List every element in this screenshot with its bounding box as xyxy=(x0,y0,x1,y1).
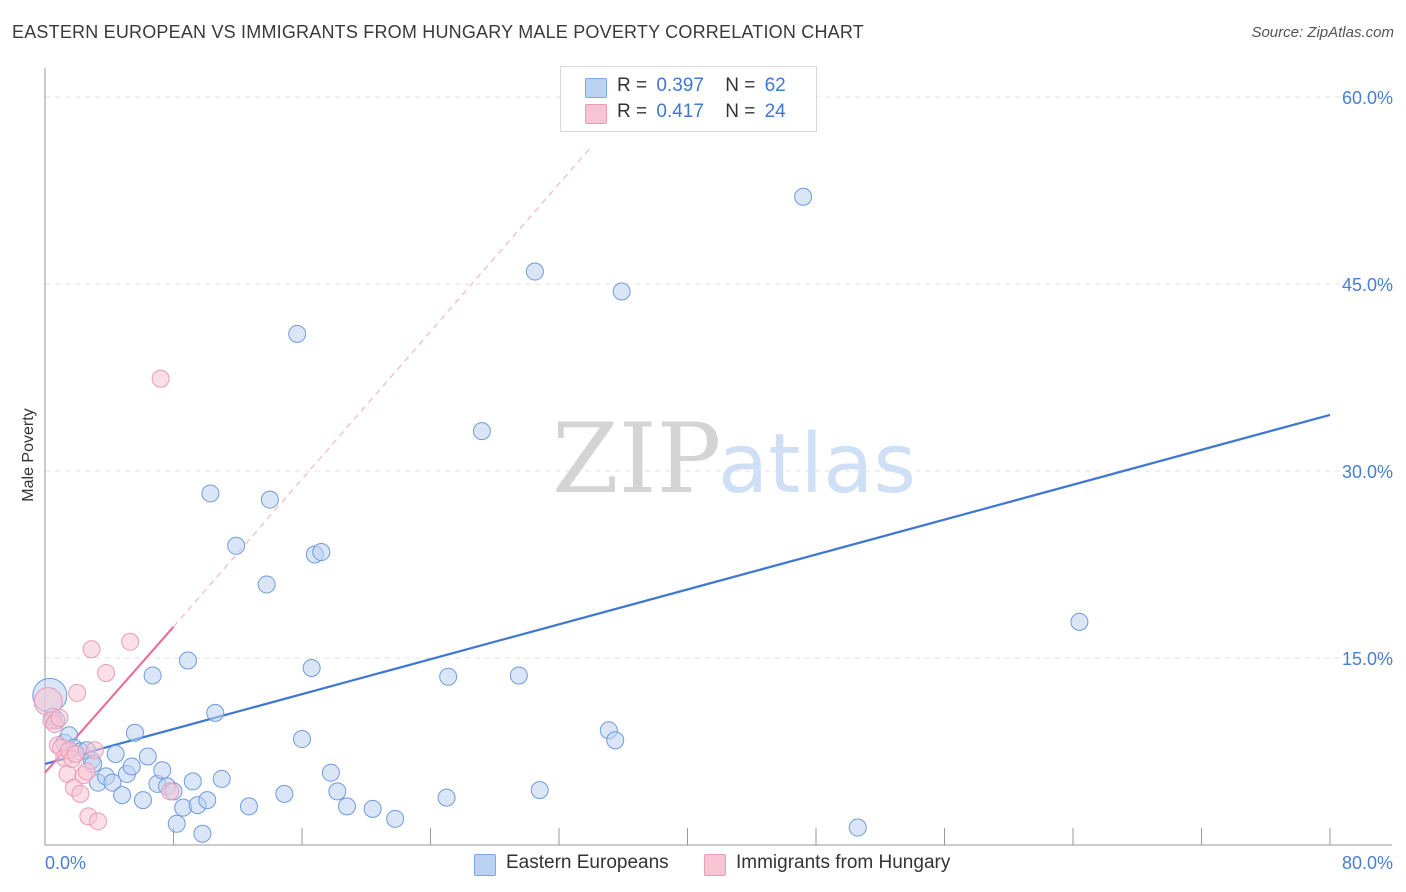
point-eastern-european xyxy=(193,824,212,843)
point-eastern-european xyxy=(113,786,132,805)
point-hungary xyxy=(82,640,101,659)
legend-stats: R = 0.397 N = 62 R = 0.417 N = 24 xyxy=(560,66,817,132)
point-eastern-european xyxy=(328,782,347,801)
point-eastern-european xyxy=(337,797,356,816)
legend-swatch-pink xyxy=(704,854,726,876)
point-hungary xyxy=(97,663,116,682)
point-eastern-european xyxy=(198,791,217,810)
point-eastern-european xyxy=(848,818,867,837)
point-eastern-european xyxy=(167,814,186,833)
legend-swatch-blue xyxy=(585,78,607,98)
point-eastern-european xyxy=(363,799,382,818)
point-eastern-european xyxy=(260,490,279,509)
point-eastern-european xyxy=(239,797,258,816)
point-hungary xyxy=(89,812,108,831)
point-eastern-european xyxy=(257,575,276,594)
legend-r-label: R = xyxy=(617,75,648,96)
tick-labels: 15.0% 30.0% 45.0% 60.0% 0.0% 80.0% xyxy=(45,88,1393,873)
legend-n-label: N = xyxy=(725,75,756,96)
watermark-zip: ZIP xyxy=(552,403,721,515)
point-eastern-european xyxy=(106,744,125,763)
legend-swatch-pink xyxy=(585,104,607,124)
point-hungary xyxy=(71,784,90,803)
legend-text-hungary: R = 0.417 N = 24 xyxy=(617,101,786,123)
point-hungary xyxy=(85,741,104,760)
y-tick-label: 60.0% xyxy=(1342,88,1393,108)
legend-n-value: 24 xyxy=(764,101,786,122)
point-eastern-european xyxy=(437,788,456,807)
point-hungary xyxy=(77,762,96,781)
point-eastern-european xyxy=(525,262,544,281)
grid-lines xyxy=(44,96,1392,845)
point-hungary xyxy=(161,782,180,801)
x-tick-label: 80.0% xyxy=(1342,853,1393,873)
legend-n-value: 62 xyxy=(764,75,786,96)
point-eastern-european xyxy=(530,781,549,800)
y-tick-label: 30.0% xyxy=(1342,462,1393,482)
point-eastern-european xyxy=(439,667,458,686)
point-eastern-european xyxy=(509,666,528,685)
point-eastern-european xyxy=(143,666,162,685)
legend-r-label: R = xyxy=(617,101,648,122)
point-hungary xyxy=(68,683,87,702)
point-eastern-european xyxy=(612,282,631,301)
point-eastern-european xyxy=(103,773,122,792)
point-eastern-european xyxy=(133,791,152,810)
point-eastern-european xyxy=(312,543,331,562)
point-eastern-european xyxy=(122,757,141,776)
trend-line-hungary-extension xyxy=(173,146,592,628)
point-eastern-european xyxy=(178,651,197,670)
point-eastern-european xyxy=(794,187,813,206)
source-label: Source: ZipAtlas.com xyxy=(1251,24,1394,41)
y-tick-label: 45.0% xyxy=(1342,275,1393,295)
point-hungary xyxy=(151,369,170,388)
point-eastern-european xyxy=(1070,612,1089,631)
watermark-atlas: atlas xyxy=(718,417,916,512)
point-eastern-european xyxy=(321,763,340,782)
point-eastern-european xyxy=(212,769,231,788)
legend-n-label: N = xyxy=(725,101,756,122)
point-eastern-european xyxy=(201,484,220,503)
legend-swatch-blue xyxy=(474,854,496,876)
point-eastern-european xyxy=(293,730,311,749)
point-hungary xyxy=(121,632,140,651)
legend-label-eastern: Eastern Europeans xyxy=(506,852,669,873)
point-eastern-european xyxy=(386,809,405,828)
point-eastern-european xyxy=(606,731,625,750)
point-eastern-european xyxy=(183,772,202,791)
legend-text-eastern: R = 0.397 N = 62 xyxy=(617,75,786,97)
point-hungary xyxy=(66,744,85,763)
point-eastern-european xyxy=(288,324,307,343)
point-eastern-european xyxy=(125,723,144,742)
point-eastern-european xyxy=(206,703,225,722)
chart-title: EASTERN EUROPEAN VS IMMIGRANTS FROM HUNG… xyxy=(12,22,864,42)
y-tick-label: 15.0% xyxy=(1342,649,1393,669)
point-eastern-european xyxy=(302,658,321,677)
point-eastern-european xyxy=(472,422,491,441)
legend-r-value: 0.417 xyxy=(656,101,704,122)
legend-label-hungary: Immigrants from Hungary xyxy=(736,852,951,873)
data-points xyxy=(32,187,1089,843)
point-eastern-european xyxy=(138,747,157,766)
watermark: ZIP atlas xyxy=(552,403,916,515)
legend-r-value: 0.397 xyxy=(656,75,704,96)
point-eastern-european xyxy=(275,784,294,803)
x-tick-label: 0.0% xyxy=(45,853,86,873)
point-eastern-european xyxy=(153,761,172,780)
point-hungary xyxy=(50,708,69,727)
trend-line-eastern xyxy=(44,413,1331,766)
point-eastern-european xyxy=(227,536,246,555)
y-axis-label: Male Poverty xyxy=(20,408,37,501)
